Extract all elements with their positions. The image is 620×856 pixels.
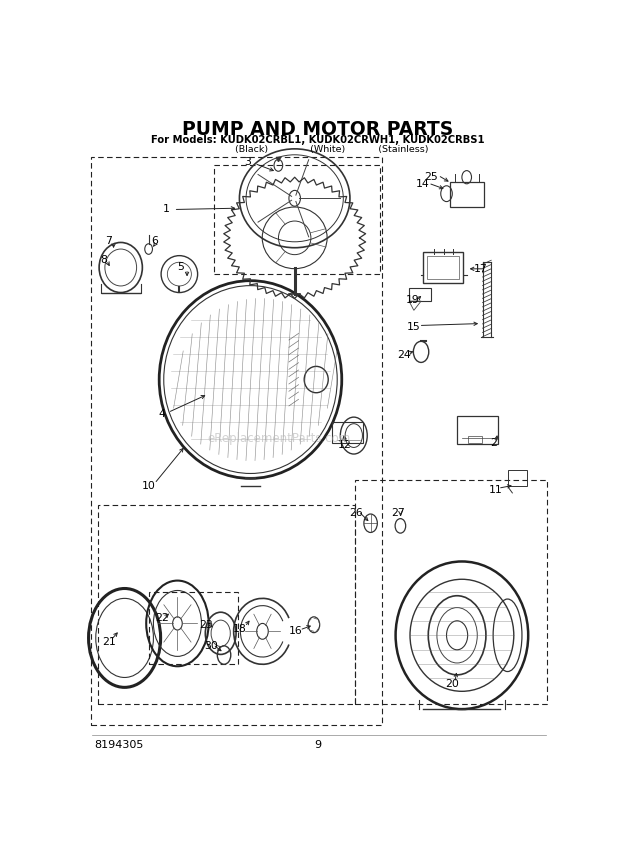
Bar — [332, 422, 363, 443]
Text: 12: 12 — [337, 440, 351, 449]
Bar — [355, 479, 547, 704]
Bar — [149, 591, 237, 664]
Bar — [91, 157, 382, 725]
Text: 16: 16 — [290, 627, 303, 636]
Text: 26: 26 — [349, 508, 363, 518]
Text: 17: 17 — [474, 264, 488, 274]
Text: 6: 6 — [151, 236, 158, 247]
Bar — [427, 256, 459, 279]
Text: 22: 22 — [155, 613, 169, 623]
Text: 15: 15 — [407, 322, 421, 332]
Text: 5: 5 — [177, 263, 184, 272]
Text: 14: 14 — [415, 180, 430, 189]
Bar — [508, 470, 527, 486]
Text: (Black)              (White)           (Stainless): (Black) (White) (Stainless) — [208, 145, 428, 154]
Text: 20: 20 — [445, 679, 459, 689]
Bar — [215, 165, 380, 274]
Text: 10: 10 — [142, 481, 156, 491]
Text: eReplacementParts.com: eReplacementParts.com — [208, 432, 351, 445]
Text: 11: 11 — [489, 485, 502, 496]
Text: 30: 30 — [204, 641, 218, 651]
Text: 18: 18 — [233, 624, 247, 633]
Text: 8194305: 8194305 — [94, 740, 144, 751]
Text: 9: 9 — [314, 740, 321, 751]
Bar — [457, 417, 498, 444]
Bar — [467, 437, 482, 443]
Text: 3: 3 — [245, 157, 252, 167]
Text: 21: 21 — [102, 637, 115, 647]
Text: 25: 25 — [424, 171, 438, 181]
Text: For Models: KUDK02CRBL1, KUDK02CRWH1, KUDK02CRBS1: For Models: KUDK02CRBL1, KUDK02CRWH1, KU… — [151, 135, 485, 146]
Bar — [423, 252, 463, 283]
Text: 19: 19 — [406, 295, 420, 306]
Text: PUMP AND MOTOR PARTS: PUMP AND MOTOR PARTS — [182, 120, 453, 139]
Bar — [450, 181, 484, 207]
Bar — [409, 288, 431, 301]
Text: 7: 7 — [105, 236, 112, 247]
Text: 24: 24 — [397, 349, 411, 360]
Text: 8: 8 — [100, 254, 107, 265]
Text: 2: 2 — [490, 437, 497, 448]
Text: 27: 27 — [392, 508, 405, 518]
Text: 1: 1 — [163, 205, 170, 215]
Text: 23: 23 — [200, 620, 213, 630]
Bar — [98, 505, 355, 704]
Text: 4: 4 — [158, 409, 165, 419]
